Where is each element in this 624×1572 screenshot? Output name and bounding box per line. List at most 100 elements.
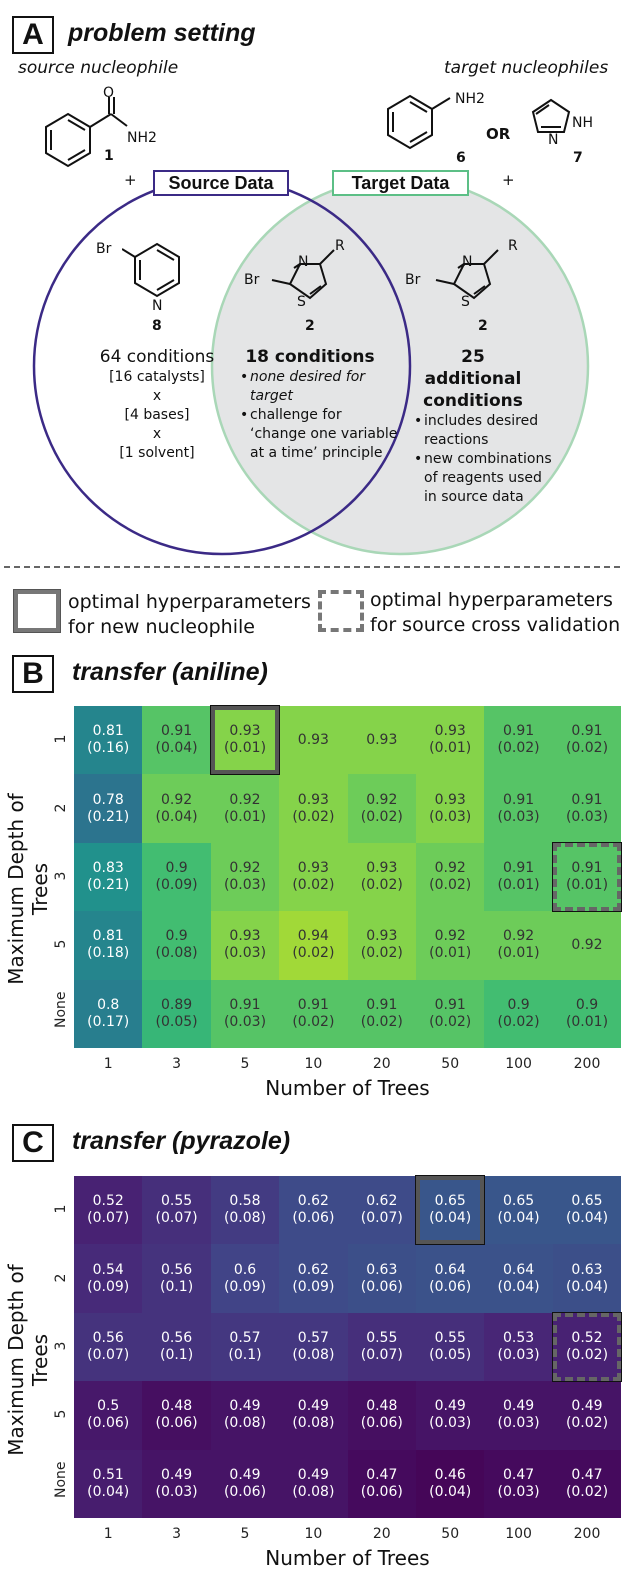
cell-std: (0.18)	[87, 945, 130, 962]
heatmap-cell: 0.92 (0.03)	[210, 842, 280, 912]
source-conditions-heading: 64 conditions	[99, 347, 215, 367]
heatmap-cell: 0.93 (0.02)	[279, 774, 348, 843]
target-bullet: • includes desired reactions	[414, 412, 564, 450]
cell-std: (0.04)	[155, 740, 198, 757]
cell-std: (0.1)	[228, 1346, 262, 1363]
cell-mean: 0.93	[366, 859, 398, 876]
heatmap-cell: 0.91 (0.03)	[552, 774, 622, 843]
thiazole-structure-overlap	[271, 249, 335, 300]
panel-b-ylabel: Maximum Depth of Trees	[4, 793, 52, 985]
heatmap-cell: 0.81 (0.16)	[74, 706, 143, 775]
heatmap-cell: 0.64 (0.04)	[484, 1244, 553, 1313]
cell-std: (0.03)	[565, 808, 609, 825]
section-divider	[4, 566, 620, 568]
source-condition-line: [1 solvent]	[119, 445, 195, 461]
target-bullet-text: includes desired reactions	[424, 413, 539, 448]
cell-std: (0.05)	[155, 1013, 198, 1030]
cell-mean: 0.53	[503, 1329, 535, 1346]
cell-std: (0.04)	[429, 1210, 472, 1227]
thiazole-r-target: R	[508, 238, 518, 254]
cell-mean: 0.92	[229, 859, 261, 876]
cell-std: (0.03)	[155, 1483, 198, 1500]
cell-std: (0.03)	[429, 1415, 472, 1432]
cell-std: (0.09)	[155, 876, 198, 893]
source-condition-line: [4 bases]	[124, 407, 190, 423]
cell-std: (0.02)	[292, 808, 335, 825]
y-tick-label: 1	[53, 1204, 69, 1214]
cell-std: (0.02)	[565, 1346, 609, 1363]
cell-mean: 0.92	[571, 936, 603, 953]
cell-mean: 0.49	[161, 1466, 193, 1483]
cell-std: (0.02)	[292, 945, 335, 962]
heatmap-cell: 0.49 (0.03)	[416, 1381, 485, 1450]
cell-mean: 0.48	[366, 1398, 398, 1415]
cell-std: (0.02)	[292, 1013, 335, 1030]
thiazole-n-overlap: N	[298, 254, 309, 270]
cell-mean: 0.49	[297, 1466, 329, 1483]
compound-7-number: 7	[573, 150, 583, 166]
legend-dashed-text: optimal hyperparameters for source cross…	[370, 589, 621, 636]
cell-std: (0.09)	[292, 1278, 335, 1295]
x-tick-label: 10	[304, 1056, 323, 1072]
cell-std: (0.06)	[292, 1210, 335, 1227]
cell-std: (0.08)	[292, 1483, 335, 1500]
heatmap-cell: 0.49 (0.08)	[279, 1381, 348, 1450]
thiazole-br-overlap: Br	[244, 272, 260, 288]
y-tick-label: None	[53, 991, 69, 1028]
heatmap-cell: 0.63 (0.04)	[552, 1244, 622, 1313]
y-tick-label: 5	[53, 939, 69, 949]
cell-mean: 0.56	[92, 1329, 124, 1346]
cell-mean: 0.57	[297, 1329, 329, 1346]
heatmap-pyrazole: 0.52 (0.07) 0.55 (0.07) 0.58 (0.08) 0.62 (0.06)…	[74, 1174, 623, 1518]
y-tick-label: None	[53, 1461, 69, 1498]
compound-2-number-overlap: 2	[305, 318, 315, 334]
heatmap-cell: 0.62 (0.09)	[279, 1244, 348, 1313]
cell-std: (0.09)	[223, 1278, 267, 1295]
cell-mean: 0.91	[503, 859, 535, 876]
cell-mean: 0.81	[92, 723, 124, 740]
cell-std: (0.03)	[497, 1346, 540, 1363]
cell-std: (0.03)	[497, 808, 540, 825]
source-condition-line: x	[152, 426, 162, 442]
cell-mean: 0.91	[503, 723, 535, 740]
heatmap-cell: 0.49 (0.08)	[279, 1449, 348, 1518]
heatmap-cell: 0.91 (0.02)	[347, 979, 416, 1048]
cell-mean: 0.65	[503, 1193, 535, 1210]
cell-std: (0.04)	[155, 808, 198, 825]
heatmap-cell: 0.93	[347, 706, 416, 775]
cell-mean: 0.94	[297, 928, 329, 945]
x-tick-label: 50	[441, 1526, 460, 1542]
heatmap-cell: 0.49 (0.06)	[210, 1449, 280, 1518]
cell-mean: 0.93	[366, 731, 398, 748]
cell-mean: 0.93	[229, 928, 261, 945]
cell-std: (0.1)	[159, 1278, 194, 1295]
aniline-structure	[387, 94, 451, 150]
cell-mean: 0.51	[92, 1466, 124, 1483]
cell-std: (0.21)	[87, 808, 130, 825]
cell-std: (0.06)	[360, 1278, 403, 1295]
cell-mean: 0.55	[161, 1193, 193, 1210]
heatmap-cell: 0.53 (0.03)	[484, 1312, 553, 1382]
heatmap-cell: 0.93 (0.01)	[416, 706, 485, 775]
target-nucleophiles-label: target nucleophiles	[444, 58, 609, 78]
overlap-bullet-text: challenge for ‘change one variable at a …	[250, 407, 398, 461]
heatmap-cell: 0.93	[279, 706, 348, 775]
compound-8-number: 8	[152, 318, 162, 334]
compound-1-number: 1	[104, 148, 114, 164]
panel-c-ylabel: Maximum Depth of Trees	[4, 1264, 52, 1456]
cell-mean: 0.91	[297, 996, 329, 1013]
target-conditions: 25 additional conditions • includes desi…	[414, 346, 564, 507]
x-tick-label: 3	[172, 1526, 182, 1542]
x-tick-label: 3	[172, 1056, 182, 1072]
heatmap-cell: 0.89 (0.05)	[142, 979, 211, 1048]
y-tick-label: 3	[53, 871, 69, 881]
cell-std: (0.07)	[87, 1346, 130, 1363]
cell-std: (0.02)	[565, 1415, 609, 1432]
target-data-box: Target Data	[332, 170, 469, 196]
heatmap-cell: 0.58 (0.08)	[210, 1176, 280, 1245]
cell-std: (0.07)	[87, 1210, 130, 1227]
cell-mean: 0.93	[229, 723, 261, 740]
heatmap-cell: 0.92 (0.02)	[416, 842, 485, 912]
cell-std: (0.08)	[292, 1415, 335, 1432]
overlap-bullet: • none desired for target	[240, 368, 402, 406]
